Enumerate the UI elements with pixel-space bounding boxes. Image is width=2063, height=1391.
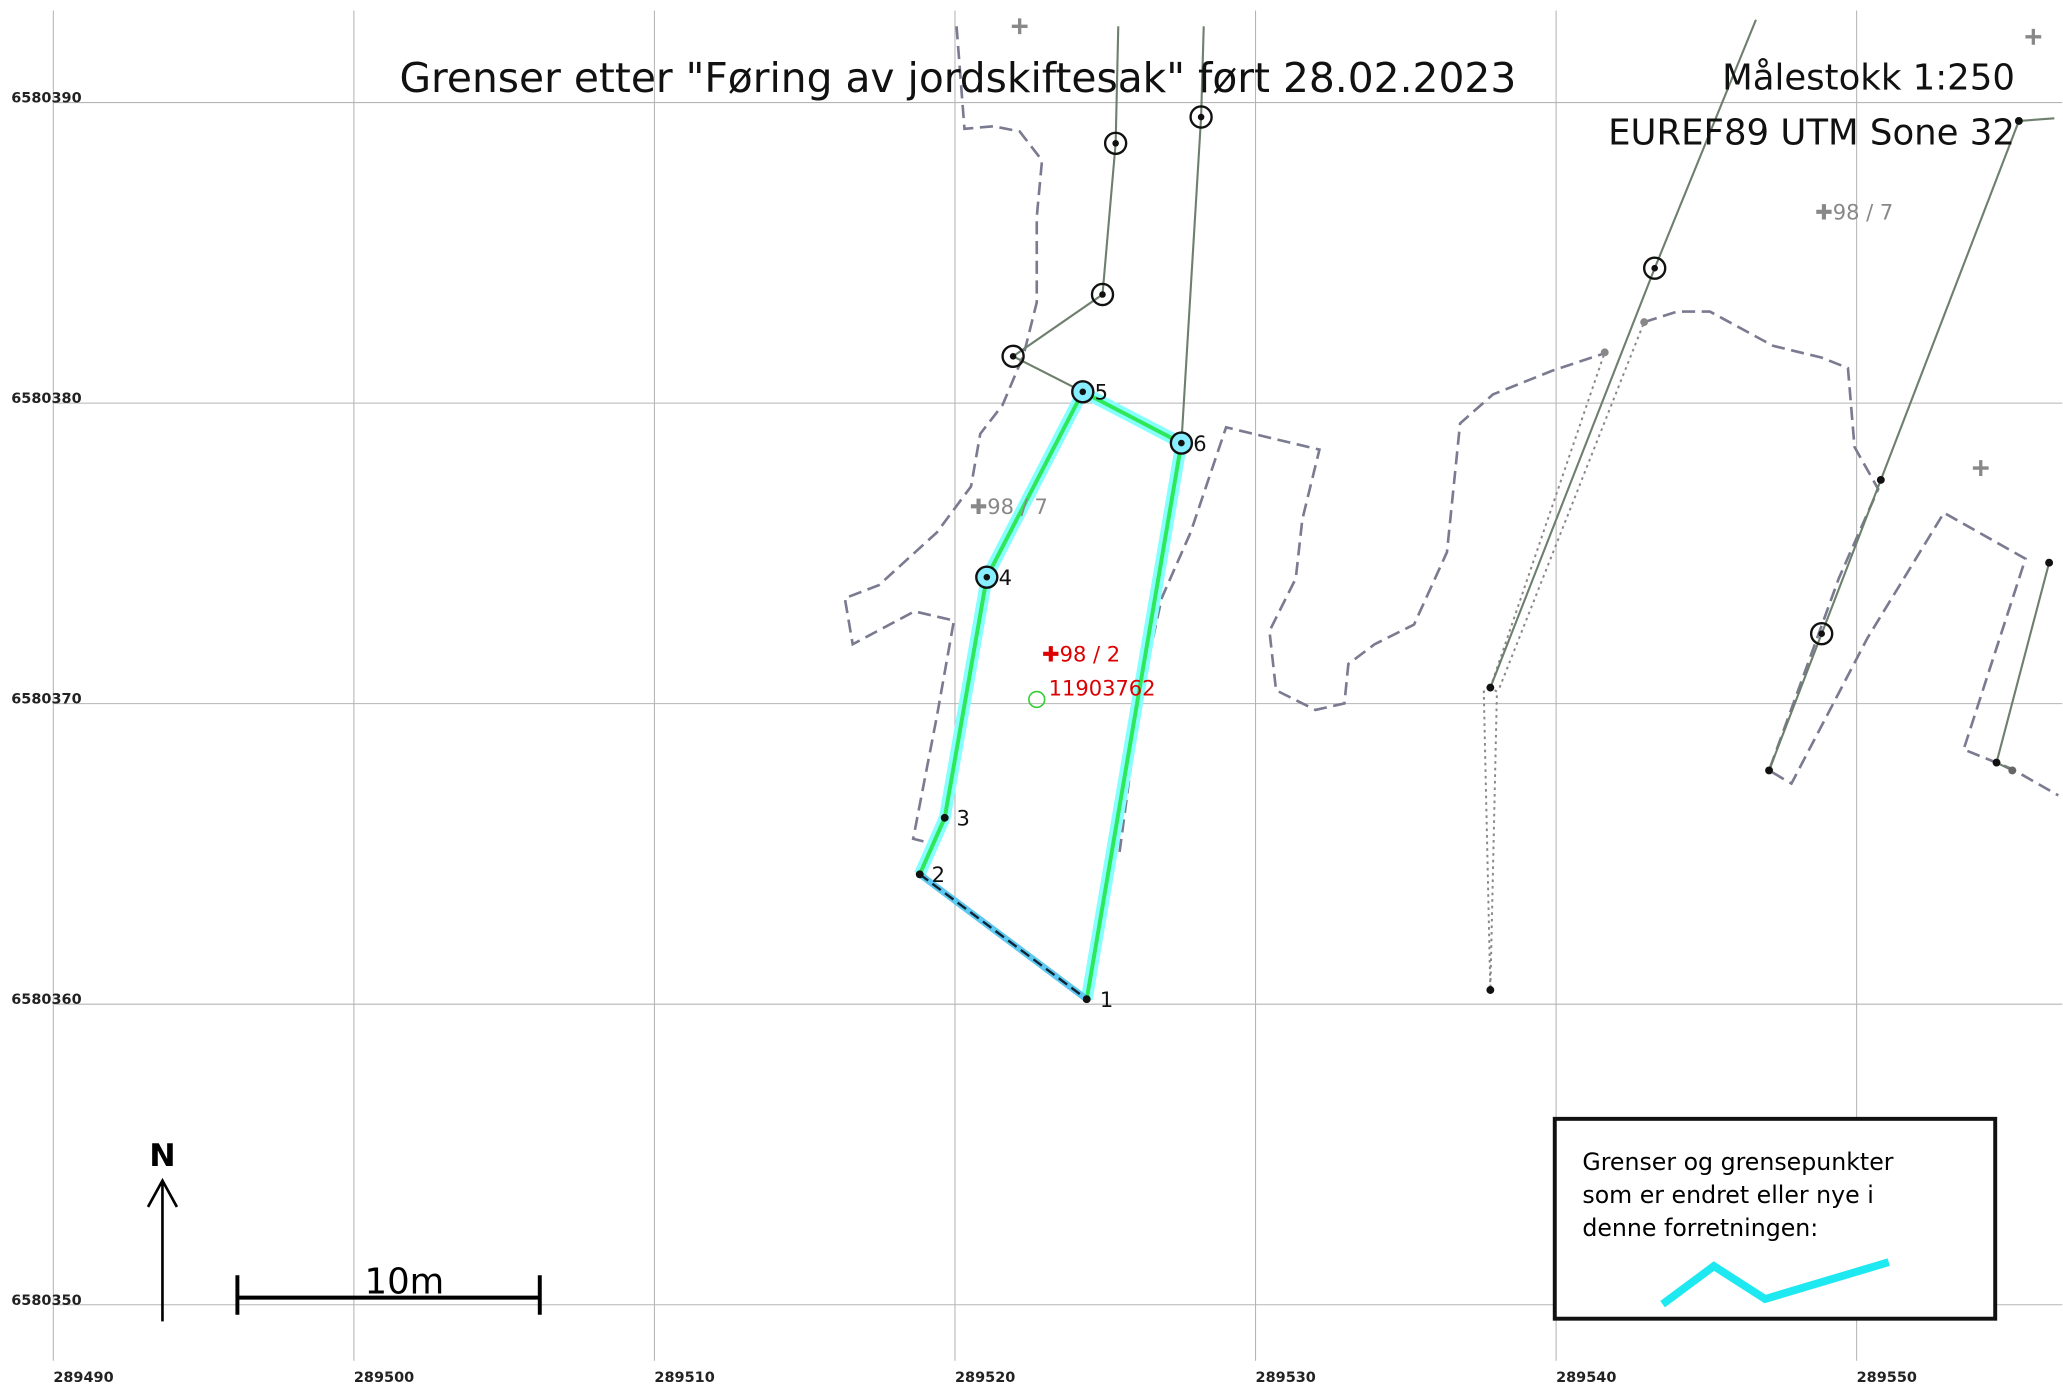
point-label: 6	[1193, 431, 1206, 456]
legend-symbol	[1660, 1258, 1890, 1308]
boundary-dashed	[919, 873, 1088, 1001]
grid-label: 289550	[1857, 1370, 1917, 1386]
point-label: 1	[1100, 987, 1113, 1012]
grid-label: 6580390	[11, 91, 81, 107]
legend-text: denne forretningen:	[1582, 1214, 1818, 1242]
grid-label: 289530	[1256, 1370, 1316, 1386]
grid-label: 6580360	[11, 992, 81, 1008]
scale-bar: 10m	[235, 1262, 542, 1315]
north-label: N	[149, 1138, 175, 1174]
grid-label: 6580380	[11, 391, 81, 407]
grid-label: 289540	[1556, 1370, 1616, 1386]
scale-bar-label: 10m	[365, 1262, 445, 1303]
grid-label: 6580350	[11, 1293, 81, 1309]
point-label: 5	[1095, 380, 1108, 405]
old-boundary	[843, 26, 1044, 843]
old-boundary	[1118, 351, 1608, 853]
parcel-id: 11903762	[1049, 676, 1156, 701]
grid-label: 289500	[354, 1370, 414, 1386]
title: Grenser etter "Føring av jordskiftesak" …	[399, 54, 1516, 102]
grid-label: 289520	[955, 1370, 1015, 1386]
dots	[915, 113, 2054, 1004]
point-label: 3	[957, 806, 970, 831]
north-arrow: N	[146, 1138, 179, 1322]
dotted-line	[1482, 321, 1646, 991]
parcel-label: ✚98 / 2	[1042, 641, 1120, 666]
parcel-label: 98 / 7	[1833, 200, 1894, 225]
legend-text: som er endret eller nye i	[1582, 1181, 1873, 1209]
point-label: 2	[932, 862, 945, 887]
grid-label: 6580370	[11, 692, 81, 708]
parcel-label: ✚98 / 7	[1815, 200, 1893, 225]
old-boundaries	[843, 26, 2059, 991]
old-boundary	[1643, 310, 2059, 797]
parcel-label: 98 / 7	[987, 494, 1048, 519]
plus-markers	[1011, 18, 2042, 476]
boundary	[917, 389, 1184, 1000]
crs-text: EUREF89 UTM Sone 32	[1608, 113, 2015, 154]
grid-label: 289510	[654, 1370, 714, 1386]
parcel-label: ✚98 / 7	[970, 494, 1048, 519]
point-label: 4	[999, 565, 1012, 590]
changed-boundary	[914, 385, 1188, 1002]
legend-text: Grenser og grensepunkter	[1582, 1148, 1893, 1176]
scale-text: Målestokk 1:250	[1722, 57, 2015, 98]
grid-label: 289490	[53, 1370, 113, 1386]
legend: Grenser og grensepunkter som er endret e…	[1552, 1116, 1998, 1321]
parcel-label: 98 / 2	[1060, 641, 1121, 666]
